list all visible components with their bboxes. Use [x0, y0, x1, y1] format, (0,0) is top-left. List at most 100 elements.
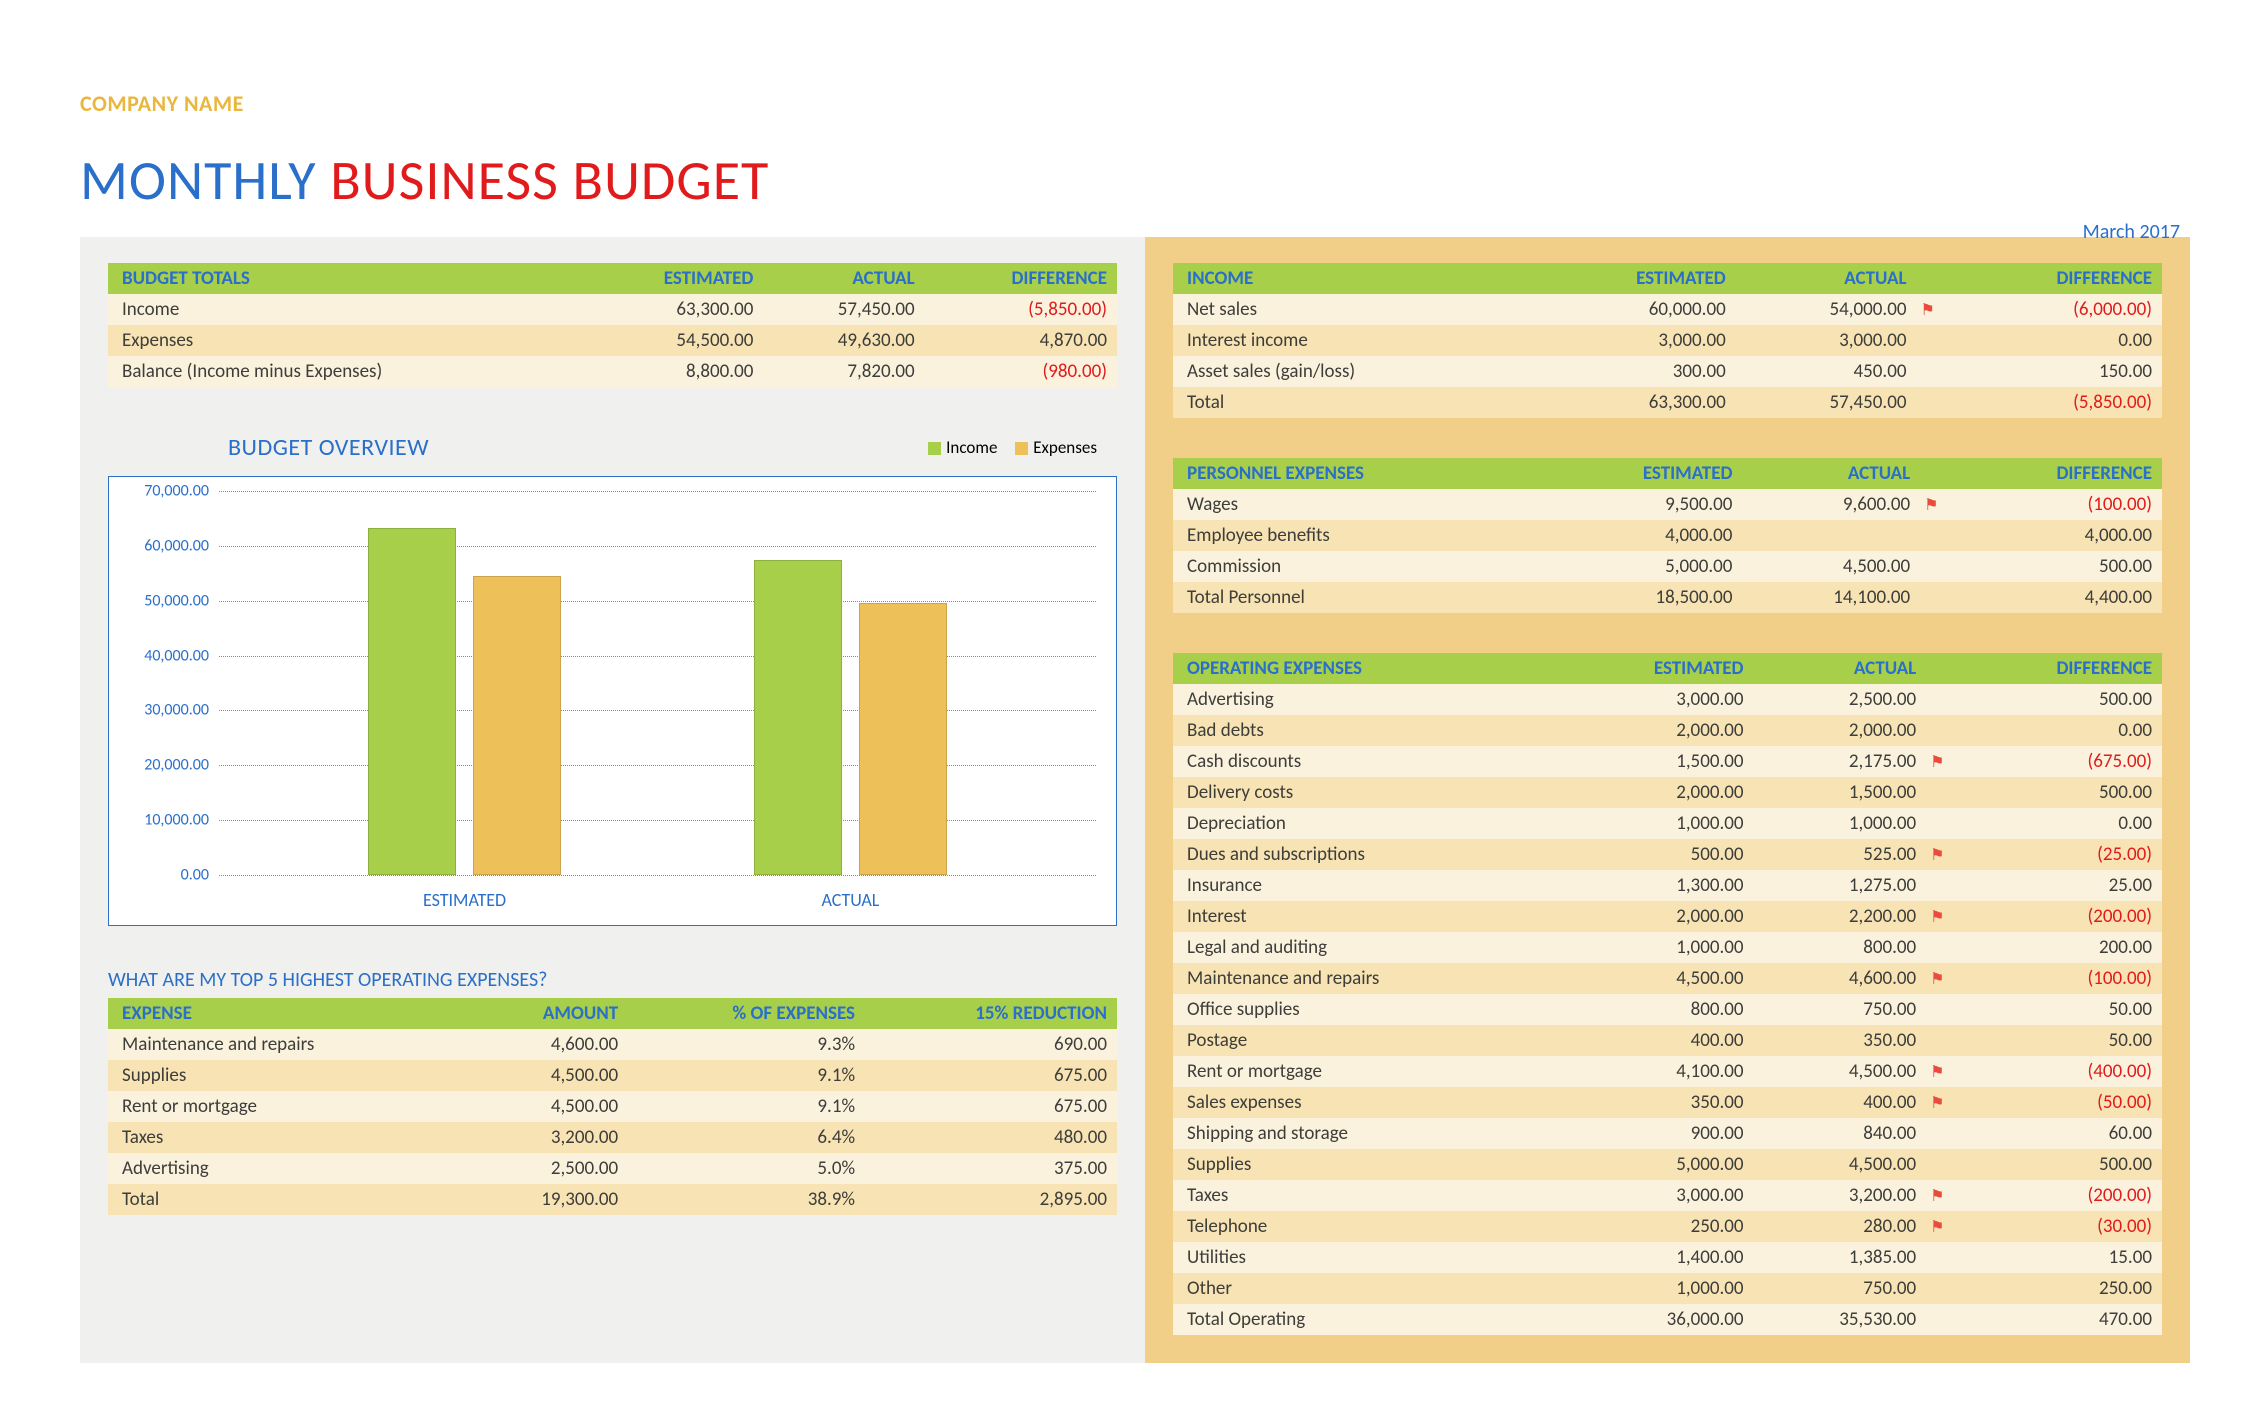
cell: 1,385.00: [1754, 1242, 1927, 1273]
y-axis-label: 20,000.00: [119, 756, 209, 775]
cell: 525.00: [1754, 839, 1927, 870]
cell: 3,200.00: [1754, 1180, 1927, 1211]
cell: (100.00): [1950, 489, 2162, 520]
cell: 4,600.00: [1754, 963, 1927, 994]
flag-cell: ⚑: [1926, 1056, 1956, 1087]
table-row: Sales expenses350.00400.00⚑(50.00): [1173, 1087, 2162, 1118]
table-row: Cash discounts1,500.002,175.00⚑(675.00): [1173, 746, 2162, 777]
bar-income: [368, 528, 456, 875]
cell: 250.00: [1558, 1211, 1753, 1242]
cell: 19,300.00: [467, 1184, 628, 1215]
cell: 60,000.00: [1531, 294, 1735, 325]
cell: 4,600.00: [467, 1029, 628, 1060]
cell: 750.00: [1754, 1273, 1927, 1304]
cell: (25.00): [1956, 839, 2162, 870]
cell: Cash discounts: [1173, 746, 1558, 777]
cell: 2,175.00: [1754, 746, 1927, 777]
cell: Net sales: [1173, 294, 1531, 325]
cell: 4,000.00: [1950, 520, 2162, 551]
cell: 63,300.00: [581, 294, 763, 325]
flag-icon: ⚑: [1930, 907, 1944, 927]
cell: (5,850.00): [925, 294, 1117, 325]
cell: 4,000.00: [1541, 520, 1742, 551]
col-difference: DIFFERENCE: [1947, 263, 2163, 294]
flag-cell: [1920, 551, 1950, 582]
table-row: Delivery costs2,000.001,500.00500.00: [1173, 777, 2162, 808]
flag-icon: ⚑: [1930, 1186, 1944, 1206]
gridline: [219, 546, 1096, 547]
table-row: Total Operating36,000.0035,530.00470.00: [1173, 1304, 2162, 1335]
cell: 3,000.00: [1558, 1180, 1753, 1211]
cell: 2,000.00: [1558, 715, 1753, 746]
cell: (980.00): [925, 356, 1117, 387]
table-row: Legal and auditing1,000.00800.00200.00: [1173, 932, 2162, 963]
legend-swatch-income: [928, 442, 941, 455]
table-row: Commission5,000.004,500.00500.00: [1173, 551, 2162, 582]
cell: (50.00): [1956, 1087, 2162, 1118]
cell: 4,500.00: [1754, 1056, 1927, 1087]
cell: 4,500.00: [1558, 963, 1753, 994]
cell: 49,630.00: [763, 325, 924, 356]
cell: Taxes: [1173, 1180, 1558, 1211]
table-row: Maintenance and repairs4,500.004,600.00⚑…: [1173, 963, 2162, 994]
bar-income: [754, 560, 842, 875]
legend-swatch-expenses: [1015, 442, 1028, 455]
cell: Delivery costs: [1173, 777, 1558, 808]
cell: (400.00): [1956, 1056, 2162, 1087]
cell: 900.00: [1558, 1118, 1753, 1149]
cell: 7,820.00: [763, 356, 924, 387]
col-estimated: ESTIMATED: [1541, 458, 1742, 489]
table-row: Shipping and storage900.00840.0060.00: [1173, 1118, 2162, 1149]
cell: 5,000.00: [1541, 551, 1742, 582]
top5-col-expense: EXPENSE: [108, 998, 467, 1029]
gridline: [219, 710, 1096, 711]
flag-cell: ⚑: [1926, 901, 1956, 932]
title-monthly: MONTHLY: [80, 147, 330, 215]
cell: 1,300.00: [1558, 870, 1753, 901]
cell: 250.00: [1956, 1273, 2162, 1304]
cell: Total: [1173, 387, 1531, 418]
company-name: COMPANY NAME: [80, 90, 2190, 117]
cell: (675.00): [1956, 746, 2162, 777]
operating-title: OPERATING EXPENSES: [1173, 653, 1558, 684]
cell: 1,000.00: [1754, 808, 1927, 839]
table-row: Depreciation1,000.001,000.000.00: [1173, 808, 2162, 839]
flag-cell: ⚑: [1926, 746, 1956, 777]
cell: 5,000.00: [1558, 1149, 1753, 1180]
cell: [1742, 520, 1920, 551]
flag-cell: ⚑: [1926, 963, 1956, 994]
cell: 9.1%: [628, 1060, 865, 1091]
cell: 350.00: [1754, 1025, 1927, 1056]
cell: 1,000.00: [1558, 808, 1753, 839]
flag-cell: ⚑: [1926, 1211, 1956, 1242]
period-label: March 2017: [2083, 220, 2180, 244]
cell: 54,000.00: [1736, 294, 1917, 325]
y-axis-label: 30,000.00: [119, 701, 209, 720]
cell: 36,000.00: [1558, 1304, 1753, 1335]
col-actual: ACTUAL: [763, 263, 924, 294]
bar-expenses: [859, 603, 947, 875]
cell: 2,500.00: [1754, 684, 1927, 715]
top5-table: EXPENSE AMOUNT % OF EXPENSES 15% REDUCTI…: [108, 998, 1117, 1215]
flag-icon: ⚑: [1930, 845, 1944, 865]
budget-overview-chart: BUDGET OVERVIEW Income Expenses 0.0010,0…: [108, 433, 1117, 926]
cell: Supplies: [108, 1060, 467, 1091]
table-row: Utilities1,400.001,385.0015.00: [1173, 1242, 2162, 1273]
cell: 9,600.00: [1742, 489, 1920, 520]
cell: Total Operating: [1173, 1304, 1558, 1335]
table-row: Interest income3,000.003,000.000.00: [1173, 325, 2162, 356]
cell: 675.00: [865, 1060, 1117, 1091]
table-row: Expenses54,500.0049,630.004,870.00: [108, 325, 1117, 356]
cell: 3,200.00: [467, 1122, 628, 1153]
table-row: Taxes3,000.003,200.00⚑ (200.00): [1173, 1180, 2162, 1211]
col-estimated: ESTIMATED: [1531, 263, 1735, 294]
cell: Commission: [1173, 551, 1541, 582]
table-row: Interest2,000.002,200.00⚑(200.00): [1173, 901, 2162, 932]
cell: Sales expenses: [1173, 1087, 1558, 1118]
cell: 9,500.00: [1541, 489, 1742, 520]
cell: (6,000.00): [1947, 294, 2163, 325]
col-estimated: ESTIMATED: [1558, 653, 1753, 684]
cell: 4,500.00: [467, 1091, 628, 1122]
x-axis-label: ESTIMATED: [365, 889, 565, 911]
cell: (200.00): [1956, 1180, 2162, 1211]
